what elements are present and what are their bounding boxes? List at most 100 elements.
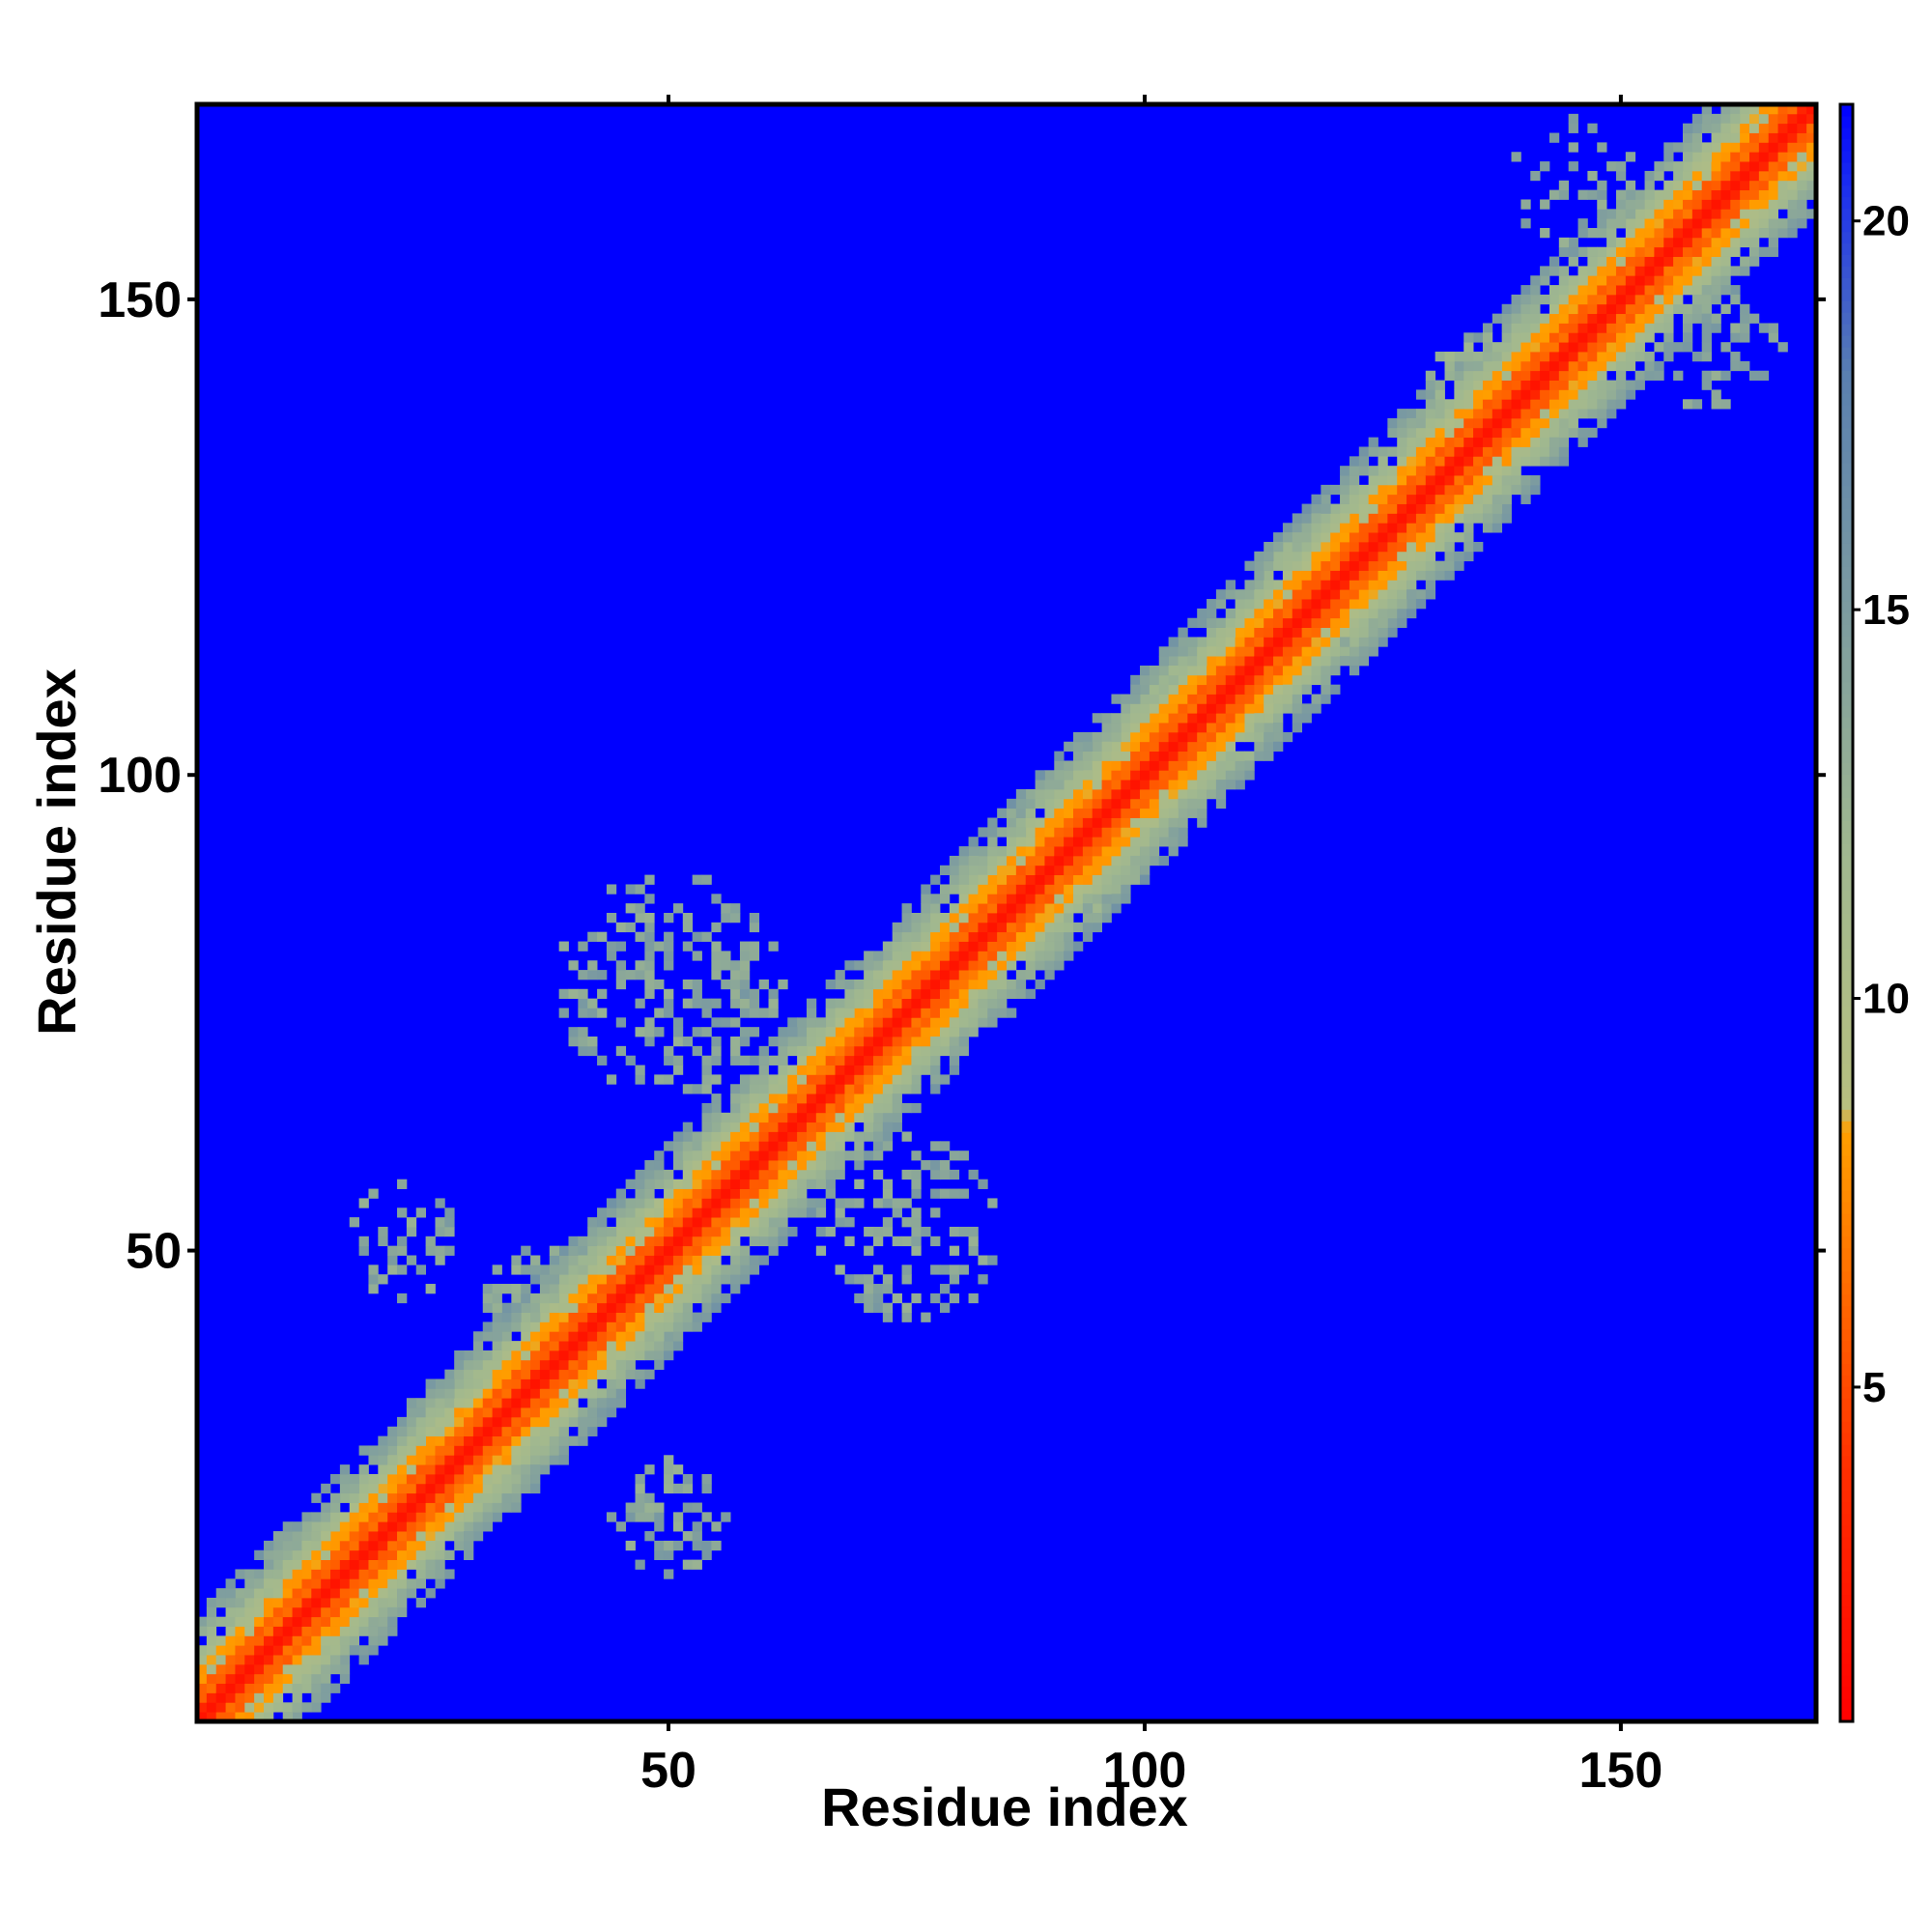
heatmap-cell (425, 1549, 436, 1560)
heatmap-cell (378, 1559, 388, 1570)
heatmap-cell (378, 1274, 388, 1285)
heatmap-cell (387, 1473, 398, 1485)
heatmap-cell (1682, 323, 1693, 333)
heatmap-cell (797, 1065, 808, 1075)
heatmap-cell (721, 1179, 731, 1189)
heatmap-cell (558, 1435, 569, 1446)
heatmap-cell (397, 1521, 408, 1532)
heatmap-cell (625, 1293, 636, 1304)
colorbar-segment (1840, 347, 1853, 359)
heatmap-cell (1768, 228, 1778, 239)
heatmap-cell (1235, 684, 1245, 695)
heatmap-cell (1597, 323, 1607, 333)
heatmap-cell (701, 1255, 712, 1265)
heatmap-cell (1644, 170, 1655, 182)
heatmap-cell (1282, 560, 1293, 571)
heatmap-cell (472, 1464, 484, 1475)
heatmap-cell (664, 1473, 674, 1485)
heatmap-cell (892, 1065, 902, 1075)
heatmap-cell (1568, 113, 1578, 125)
heatmap-cell (864, 1094, 874, 1104)
heatmap-cell (872, 1293, 884, 1304)
heatmap-cell (654, 1169, 665, 1180)
heatmap-cell (1064, 780, 1074, 790)
heatmap-cell (701, 998, 712, 1009)
heatmap-cell (672, 1483, 684, 1494)
heatmap-cell (472, 1435, 484, 1446)
heatmap-cell (1121, 855, 1131, 867)
heatmap-cell (1111, 865, 1122, 876)
heatmap-cell (587, 998, 598, 1009)
heatmap-cell (1482, 513, 1493, 524)
heatmap-cell (244, 1578, 255, 1589)
heatmap-cell (739, 1217, 751, 1228)
heatmap-cell (739, 951, 751, 961)
heatmap-cell (864, 1226, 874, 1237)
heatmap-cell (1406, 532, 1417, 543)
heatmap-cell (1615, 342, 1627, 353)
heatmap-cell (1215, 684, 1227, 695)
colorbar-segment (1840, 1594, 1853, 1607)
heatmap-cell (1158, 646, 1169, 657)
heatmap-cell (264, 1569, 274, 1579)
heatmap-cell (797, 1141, 808, 1151)
heatmap-cell (758, 1198, 769, 1208)
heatmap-cell (739, 1255, 751, 1265)
heatmap-cell (1301, 513, 1312, 524)
heatmap-cell (654, 1236, 665, 1247)
heatmap-cell (1111, 827, 1122, 838)
heatmap-cell (597, 970, 608, 980)
heatmap-cell (1463, 523, 1474, 533)
heatmap-cell (387, 1521, 398, 1532)
heatmap-cell (1254, 656, 1264, 667)
heatmap-cell (549, 1455, 560, 1465)
colorbar-segment (1840, 531, 1853, 544)
heatmap-cell (444, 1416, 455, 1428)
heatmap-cell (882, 979, 894, 990)
heatmap-cell (301, 1588, 312, 1599)
heatmap-cell (1321, 580, 1331, 590)
heatmap-cell (301, 1616, 312, 1627)
heatmap-cell (1321, 570, 1331, 581)
heatmap-cell (282, 1616, 293, 1627)
heatmap-cell (892, 941, 902, 952)
heatmap-cell (511, 1473, 522, 1485)
heatmap-cell (264, 1626, 274, 1636)
heatmap-cell (1720, 228, 1731, 239)
heatmap-cell (444, 1435, 455, 1446)
heatmap-cell (1425, 370, 1436, 381)
heatmap-cell (1540, 427, 1550, 439)
heatmap-cell (1720, 104, 1731, 115)
heatmap-cell (758, 1160, 769, 1171)
heatmap-cell (368, 1626, 379, 1636)
heatmap-cell (349, 1569, 359, 1579)
heatmap-cell (930, 1008, 941, 1018)
heatmap-cell (844, 1045, 855, 1057)
heatmap-cell (1244, 627, 1255, 638)
heatmap-cell (235, 1635, 245, 1646)
heatmap-cell (568, 1350, 579, 1361)
heatmap-cell (1425, 513, 1436, 524)
heatmap-cell (1073, 941, 1084, 952)
heatmap-cell (444, 1445, 455, 1456)
heatmap-cell (1044, 941, 1055, 952)
heatmap-cell (444, 1398, 455, 1408)
heatmap-cell (1740, 313, 1750, 324)
heatmap-cell (730, 1245, 741, 1256)
heatmap-cell (1082, 751, 1094, 761)
heatmap-cell (1358, 589, 1370, 600)
heatmap-cell (1730, 199, 1741, 210)
heatmap-cell (1168, 798, 1179, 810)
heatmap-cell (664, 1569, 674, 1579)
heatmap-cell (1140, 674, 1151, 686)
heatmap-cell (539, 1302, 551, 1313)
heatmap-cell (654, 1274, 665, 1285)
heatmap-cell (987, 865, 998, 876)
heatmap-cell (1378, 541, 1388, 553)
heatmap-cell (530, 1264, 541, 1275)
heatmap-cell (1140, 684, 1151, 695)
heatmap-cell (1701, 209, 1712, 219)
heatmap-cell (568, 1302, 579, 1313)
heatmap-cell (1435, 494, 1445, 504)
heatmap-cell (1282, 703, 1293, 714)
